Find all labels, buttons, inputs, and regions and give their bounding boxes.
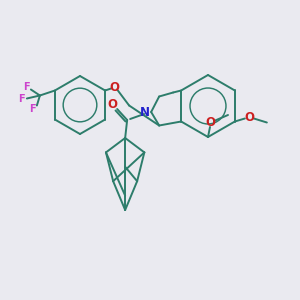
Text: F: F bbox=[19, 94, 25, 103]
Text: O: O bbox=[107, 98, 117, 112]
Text: O: O bbox=[109, 81, 119, 94]
Text: N: N bbox=[140, 106, 150, 119]
Text: F: F bbox=[30, 103, 36, 113]
Text: O: O bbox=[205, 116, 215, 130]
Text: O: O bbox=[245, 111, 255, 124]
Text: F: F bbox=[24, 82, 30, 92]
